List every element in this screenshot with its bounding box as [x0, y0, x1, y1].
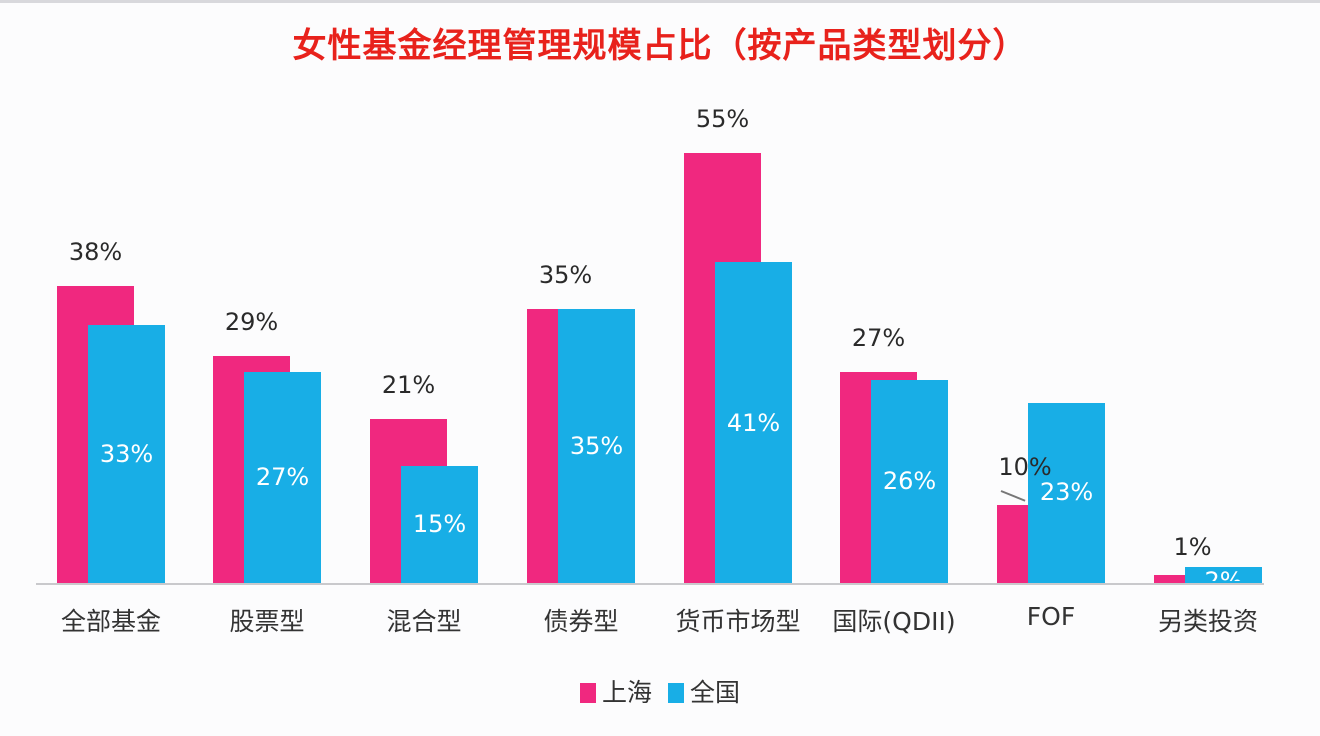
- bar-national[interactable]: [871, 379, 948, 583]
- legend: 上海 全国: [0, 673, 1320, 709]
- x-tick-label: 债券型: [543, 607, 619, 636]
- chart-title: 女性基金经理管理规模占比（按产品类型划分）: [292, 26, 1028, 66]
- value-label-national: 35%: [569, 432, 624, 461]
- leader-line: [1000, 490, 1026, 502]
- value-label-national: 26%: [882, 467, 937, 496]
- x-tick-label: 股票型: [229, 607, 305, 636]
- value-label-shanghai: 1%: [1173, 533, 1212, 562]
- bar-national[interactable]: [715, 262, 792, 583]
- bar-national[interactable]: [244, 371, 321, 583]
- x-tick-label: 国际(QDII): [832, 607, 956, 636]
- bar-national[interactable]: [88, 324, 165, 583]
- bar-national[interactable]: [558, 309, 635, 583]
- value-label-national: 23%: [1039, 478, 1094, 506]
- x-axis-line: [36, 583, 1264, 585]
- value-label-shanghai: 55%: [695, 104, 750, 133]
- bar-national[interactable]: [1028, 403, 1105, 583]
- x-tick-label: 全部基金: [60, 607, 161, 636]
- legend-swatch-shanghai: [580, 683, 596, 703]
- value-label-national: 27%: [255, 463, 310, 492]
- x-tick-label: 货币市场型: [675, 607, 801, 636]
- legend-item-shanghai[interactable]: 上海: [580, 673, 652, 709]
- value-label-national: 15%: [412, 510, 467, 539]
- top-border: [0, 0, 1320, 3]
- x-tick-label: 混合型: [386, 607, 462, 636]
- value-label-shanghai: 29%: [224, 308, 279, 337]
- bar-national[interactable]: [401, 465, 478, 583]
- value-label-shanghai: 10%: [998, 452, 1052, 481]
- legend-swatch-national: [667, 683, 684, 703]
- value-label-shanghai: 21%: [381, 370, 436, 399]
- x-tick-label: FOF: [1026, 602, 1076, 631]
- value-label-shanghai: 38%: [68, 237, 123, 266]
- value-label-shanghai: 27%: [851, 323, 906, 352]
- value-label-national: 41%: [726, 408, 781, 437]
- legend-label-shanghai: 上海: [602, 678, 653, 707]
- legend-item-national[interactable]: 全国: [667, 673, 740, 709]
- legend-label-national: 全国: [689, 678, 740, 707]
- value-label-national: 2%: [1204, 567, 1243, 581]
- value-label-national: 33%: [99, 439, 154, 468]
- value-label-shanghai: 35%: [538, 261, 593, 290]
- x-tick-label: 另类投资: [1157, 607, 1258, 636]
- bar-national[interactable]: [1185, 567, 1262, 583]
